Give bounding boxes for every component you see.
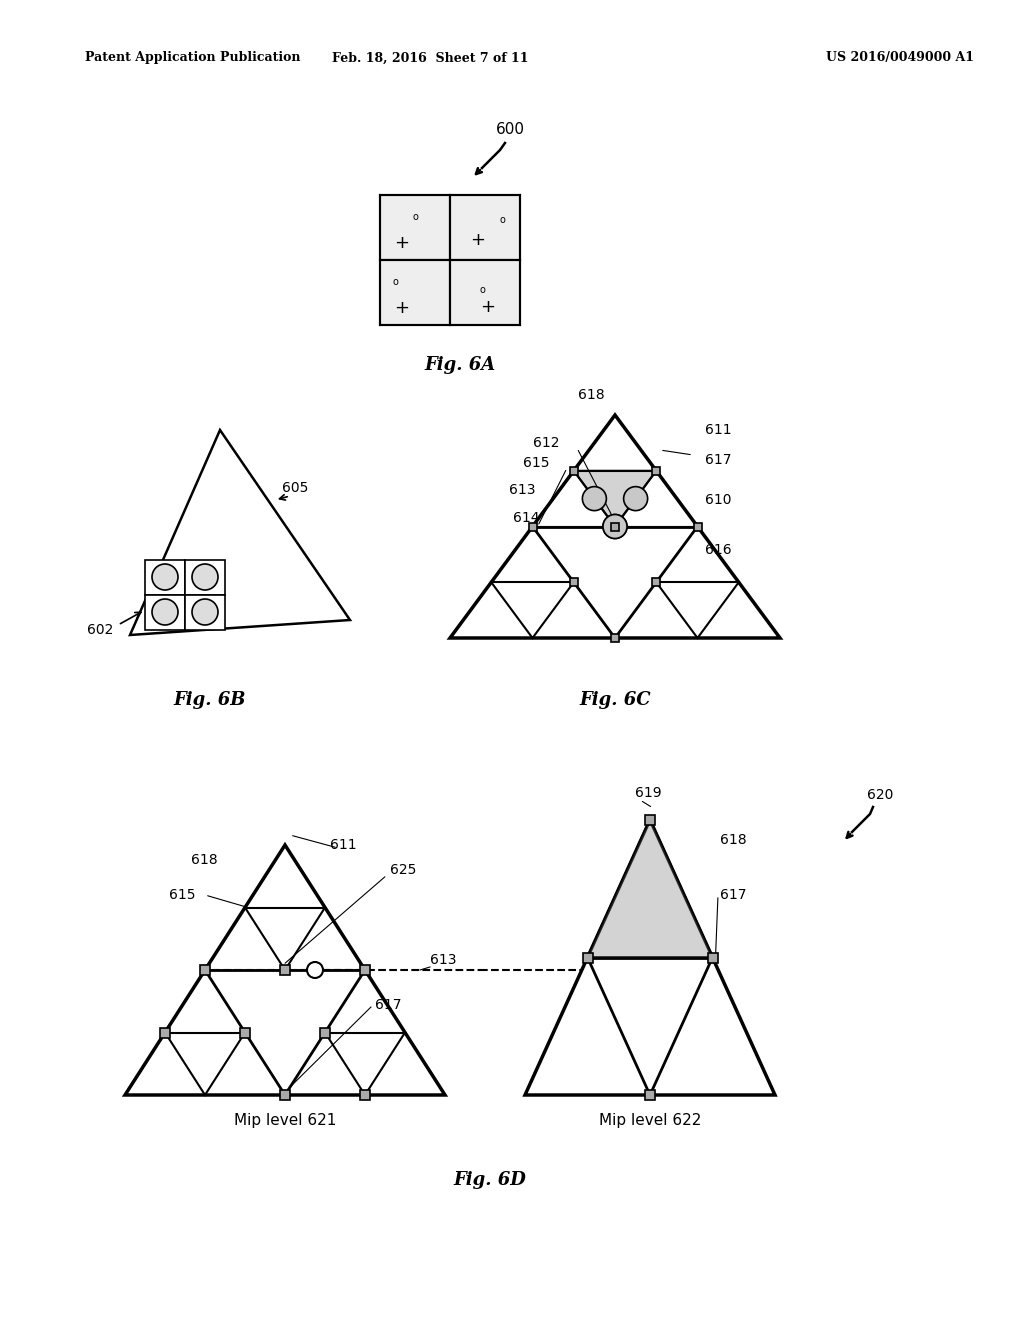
Bar [569,467,578,475]
Bar [652,467,660,475]
Text: +: + [394,234,410,252]
Circle shape [307,962,323,978]
Text: 605: 605 [282,480,308,495]
Bar [200,965,210,975]
Bar [569,578,578,586]
Bar [319,1027,330,1038]
Bar [693,523,701,531]
Text: Mip level 622: Mip level 622 [599,1113,701,1127]
Bar [611,523,618,531]
Text: Mip level 621: Mip level 621 [233,1113,336,1127]
Text: 619: 619 [635,785,662,800]
Text: o: o [479,285,485,294]
Text: 618: 618 [579,388,605,403]
Bar [645,814,655,825]
Text: +: + [394,300,410,317]
Bar [652,578,660,586]
Text: 617: 617 [720,888,746,902]
Bar [708,953,718,962]
Text: 617: 617 [375,998,401,1012]
Text: o: o [499,215,505,224]
Bar [280,1090,290,1100]
Text: 618: 618 [191,853,218,867]
Text: 612: 612 [534,436,560,450]
Bar [360,965,370,975]
Bar [280,965,290,975]
Text: 618: 618 [720,833,746,847]
Text: Fig. 6C: Fig. 6C [580,690,651,709]
Text: 614: 614 [513,511,540,525]
Text: 600: 600 [496,123,524,137]
Circle shape [193,599,218,624]
Bar [380,195,450,260]
Bar [185,595,225,630]
Text: 616: 616 [705,543,731,557]
Circle shape [603,515,627,539]
Text: 611: 611 [705,422,731,437]
Text: Feb. 18, 2016  Sheet 7 of 11: Feb. 18, 2016 Sheet 7 of 11 [332,51,528,65]
Text: 610: 610 [705,492,731,507]
Bar [380,260,450,325]
Text: +: + [480,298,496,315]
Bar [450,195,520,260]
Text: 615: 615 [169,888,195,902]
Bar [185,560,225,595]
Text: o: o [392,277,398,286]
Text: Fig. 6B: Fig. 6B [174,690,246,709]
Text: +: + [470,231,485,249]
Circle shape [152,564,178,590]
Text: 625: 625 [390,863,417,876]
Text: 613: 613 [430,953,457,968]
Bar [145,595,185,630]
Text: Patent Application Publication: Patent Application Publication [85,51,300,65]
Circle shape [193,564,218,590]
Circle shape [583,487,606,511]
Text: US 2016/0049000 A1: US 2016/0049000 A1 [826,51,974,65]
Text: Fig. 6A: Fig. 6A [424,356,496,374]
Polygon shape [588,820,713,957]
Bar [240,1027,250,1038]
Text: 615: 615 [523,455,550,470]
Circle shape [152,599,178,624]
Text: 602: 602 [87,623,114,638]
Bar [145,560,185,595]
Text: o: o [412,213,418,222]
Text: 620: 620 [866,788,893,803]
Bar [611,634,618,642]
Text: 611: 611 [330,838,356,851]
Circle shape [624,487,647,511]
Bar [645,1090,655,1100]
Polygon shape [573,471,656,527]
Bar [360,1090,370,1100]
Text: 613: 613 [509,483,535,498]
Bar [450,260,520,325]
Circle shape [603,515,627,539]
Bar [528,523,537,531]
Text: 617: 617 [705,453,731,467]
Bar [583,953,593,962]
Text: Fig. 6D: Fig. 6D [454,1171,526,1189]
Bar [160,1027,170,1038]
